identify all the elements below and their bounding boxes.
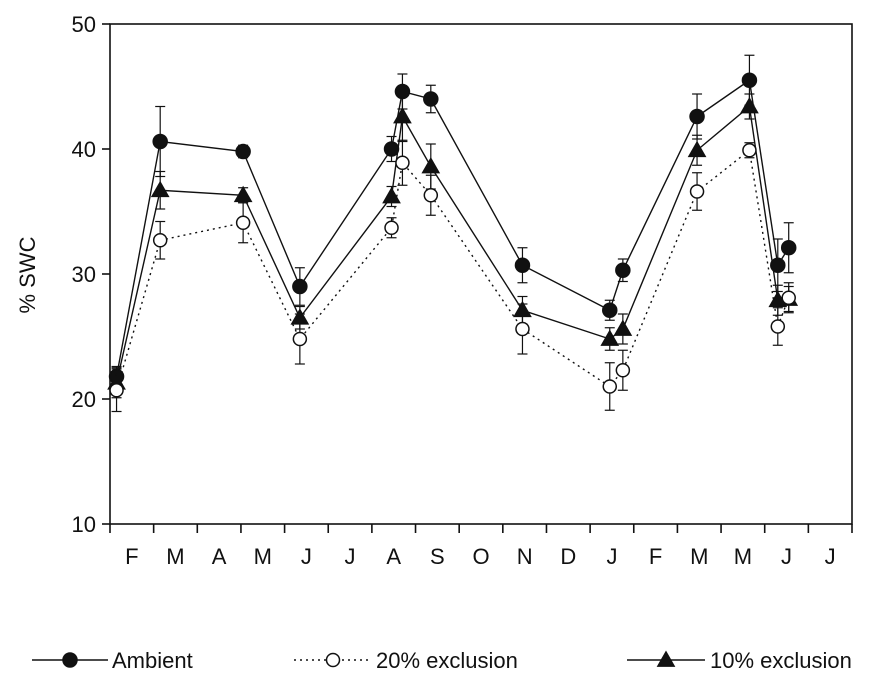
data-point [383,141,400,157]
data-point [740,96,759,114]
x-tick-label: A [212,544,227,569]
series-line-0 [115,79,790,377]
data-point [233,185,253,203]
y-tick-label: 30 [72,262,96,287]
data-point [393,106,412,124]
plot-frame [109,23,853,525]
y-axis-label: % SWC [15,236,40,313]
data-point [602,379,618,394]
series-line-2 [115,105,789,383]
data-point [423,188,439,203]
x-tick-label: M [254,544,272,569]
data-point [152,233,168,248]
data-point [235,143,251,160]
data-point [687,140,707,158]
y-tick-label: 10 [72,512,96,537]
data-point [394,83,411,100]
data-point [742,143,757,158]
data-point [292,278,308,295]
y-tick-label: 40 [72,137,96,162]
data-point [384,220,399,235]
x-tick-label: M [166,544,184,569]
data-point [382,186,401,204]
data-point [421,156,441,174]
data-point [741,72,758,88]
x-tick-label: J [301,544,312,569]
data-point [513,300,532,318]
x-tick-label: M [734,544,752,569]
legend: Ambient 20% exclusion 10% exclusion [32,648,852,673]
plot-area: 10 20 30 40 50 F M A M J J A S O N D J F M M J J [72,12,853,569]
data-point [290,308,310,325]
x-tick-label: N [517,544,533,569]
y-tick-label: 50 [72,12,96,37]
data-point [613,319,633,336]
data-point [602,302,618,318]
data-point [152,133,168,150]
data-point [235,215,251,230]
legend-item: 20% exclusion [294,648,518,673]
data-point [770,319,786,334]
data-point [689,184,705,199]
legend-label: Ambient [112,648,193,673]
data-point [150,180,170,198]
legend-marker [325,652,341,668]
y-tick-label: 20 [72,387,96,412]
x-tick-label: S [430,544,445,569]
legend-label: 20% exclusion [376,648,518,673]
data-point [615,363,631,378]
x-tick-label: O [472,544,489,569]
data-point [689,108,705,125]
data-point [515,321,530,337]
data-point [770,257,786,273]
x-tick-label: F [649,544,662,569]
series-line-1 [115,148,790,391]
x-tick-label: J [345,544,356,569]
legend-label: 10% exclusion [710,648,852,673]
x-tick-label: J [606,544,617,569]
legend-marker [656,650,676,667]
x-tick-label: F [125,544,138,569]
data-point [395,155,410,170]
data-point [292,331,308,347]
data-point [781,290,796,305]
data-point [600,329,620,346]
x-tick-label: J [781,544,792,569]
data-point [514,257,531,273]
data-point [423,91,439,107]
x-tick-label: M [690,544,708,569]
data-point [780,240,797,256]
legend-item: Ambient [32,648,193,673]
x-tick-label: D [560,544,576,569]
legend-marker [62,652,78,668]
legend-item: 10% exclusion [627,648,852,673]
x-tick-label: J [825,544,836,569]
data-point [615,262,631,278]
data-point [109,383,124,398]
x-tick-label: A [386,544,401,569]
